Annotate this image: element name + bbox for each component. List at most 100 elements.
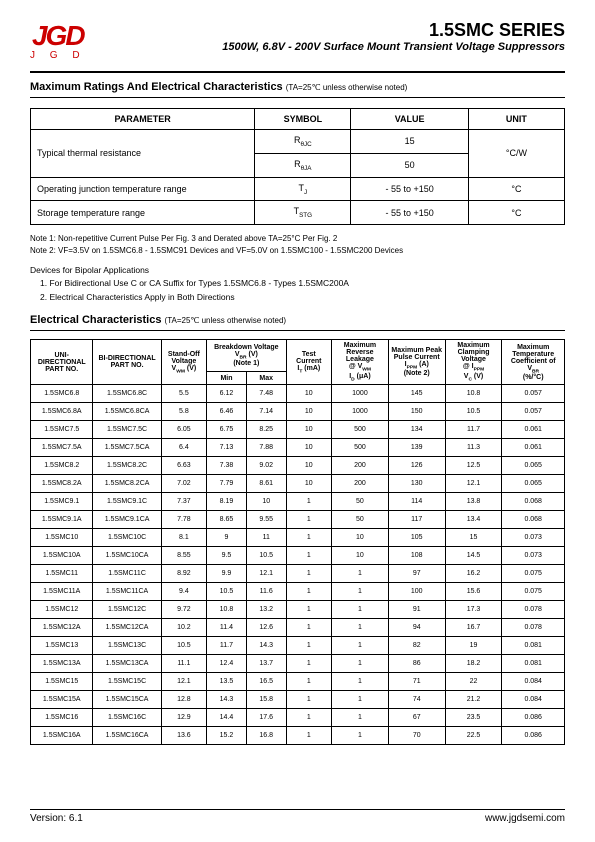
t2-cell: 10.8 bbox=[207, 601, 247, 619]
t2-cell: 7.79 bbox=[207, 475, 247, 493]
t2-cell: 12.6 bbox=[246, 619, 286, 637]
t2-cell: 1.5SMC6.8C bbox=[93, 385, 161, 403]
divider bbox=[30, 330, 565, 331]
t2-cell: 14.4 bbox=[207, 709, 247, 727]
t2-cell: 1.5SMC15A bbox=[31, 691, 93, 709]
table-row: 1.5SMC6.81.5SMC6.8C5.56.127.481010001451… bbox=[31, 385, 565, 403]
t2-cell: 13.4 bbox=[445, 511, 502, 529]
t2-cell: 21.2 bbox=[445, 691, 502, 709]
t2-cell: 1 bbox=[286, 493, 331, 511]
t2-cell: 10.5 bbox=[207, 583, 247, 601]
t2-cell: 0.057 bbox=[502, 385, 565, 403]
electrical-table: UNI-DIRECTIONAL PART NO. BI-DIRECTIONAL … bbox=[30, 339, 565, 745]
logo: JGD J G D bbox=[30, 20, 86, 61]
t2-cell: 1 bbox=[332, 637, 389, 655]
t2-cell: 0.086 bbox=[502, 727, 565, 745]
t1-h-unit: UNIT bbox=[468, 109, 564, 130]
divider bbox=[30, 97, 565, 98]
t2-cell: 13.7 bbox=[246, 655, 286, 673]
t2-cell: 22 bbox=[445, 673, 502, 691]
section1-title-text: Maximum Ratings And Electrical Character… bbox=[30, 81, 283, 93]
table-row: 1.5SMC12A1.5SMC12CA10.211.412.6119416.70… bbox=[31, 619, 565, 637]
t2-h-max: Max bbox=[246, 371, 286, 384]
t2-cell: 10 bbox=[286, 403, 331, 421]
t2-cell: 10 bbox=[286, 457, 331, 475]
t2-cell: 7.37 bbox=[161, 493, 206, 511]
t2-cell: 1 bbox=[332, 619, 389, 637]
table-row: 1.5SMC9.11.5SMC9.1C7.378.191015011413.80… bbox=[31, 493, 565, 511]
t2-cell: 1.5SMC12CA bbox=[93, 619, 161, 637]
t2-cell: 1 bbox=[286, 691, 331, 709]
section2-title-text: Electrical Characteristics bbox=[30, 314, 161, 326]
t2-cell: 10 bbox=[286, 439, 331, 457]
t2-cell: 1.5SMC6.8A bbox=[31, 403, 93, 421]
t2-cell: 6.63 bbox=[161, 457, 206, 475]
t2-cell: 1.5SMC10 bbox=[31, 529, 93, 547]
t2-cell: 134 bbox=[388, 421, 445, 439]
t2-cell: 1.5SMC9.1CA bbox=[93, 511, 161, 529]
logo-mark: JGD bbox=[32, 20, 84, 52]
t2-cell: 10.5 bbox=[246, 547, 286, 565]
t2-cell: 500 bbox=[332, 439, 389, 457]
t2-cell: 500 bbox=[332, 421, 389, 439]
t2-cell: 10.5 bbox=[161, 637, 206, 655]
ratings-table: PARAMETER SYMBOL VALUE UNIT Typical ther… bbox=[30, 108, 565, 225]
t2-cell: 71 bbox=[388, 673, 445, 691]
t2-cell: 1.5SMC8.2C bbox=[93, 457, 161, 475]
t2-cell: 1.5SMC8.2CA bbox=[93, 475, 161, 493]
t2-cell: 19 bbox=[445, 637, 502, 655]
t2-cell: 14.5 bbox=[445, 547, 502, 565]
t2-cell: 15.8 bbox=[246, 691, 286, 709]
t2-cell: 16.2 bbox=[445, 565, 502, 583]
t2-cell: 10.5 bbox=[445, 403, 502, 421]
t2-cell: 1.5SMC12A bbox=[31, 619, 93, 637]
table-row: 1.5SMC101.5SMC10C8.1911110105150.073 bbox=[31, 529, 565, 547]
t2-cell: 1.5SMC13 bbox=[31, 637, 93, 655]
t2-h: Stand-Off VoltageVWM (V) bbox=[161, 340, 206, 385]
t2-cell: 10 bbox=[246, 493, 286, 511]
t2-cell: 0.081 bbox=[502, 637, 565, 655]
t2-h: Maximum Clamping Voltage@ IPPMVC (V) bbox=[445, 340, 502, 385]
t2-cell: 15 bbox=[445, 529, 502, 547]
t2-cell: 1 bbox=[332, 691, 389, 709]
t2-cell: 8.1 bbox=[161, 529, 206, 547]
t2-cell: 50 bbox=[332, 493, 389, 511]
footer-url: www.jgdsemi.com bbox=[485, 813, 565, 824]
table-row: 1.5SMC131.5SMC13C10.511.714.31182190.081 bbox=[31, 637, 565, 655]
section2-title: Electrical Characteristics (TA=25℃ unles… bbox=[30, 314, 565, 326]
t2-cell: 13.2 bbox=[246, 601, 286, 619]
t2-cell: 7.14 bbox=[246, 403, 286, 421]
t2-cell: 22.5 bbox=[445, 727, 502, 745]
table-row: 1.5SMC6.8A1.5SMC6.8CA5.86.467.1410100015… bbox=[31, 403, 565, 421]
t2-cell: 114 bbox=[388, 493, 445, 511]
t2-cell: 9.02 bbox=[246, 457, 286, 475]
t2-cell: 126 bbox=[388, 457, 445, 475]
t2-cell: 1000 bbox=[332, 403, 389, 421]
t2-cell: 200 bbox=[332, 457, 389, 475]
t2-cell: 1.5SMC15CA bbox=[93, 691, 161, 709]
t2-cell: 6.46 bbox=[207, 403, 247, 421]
t2-cell: 0.068 bbox=[502, 511, 565, 529]
t2-cell: 11.4 bbox=[207, 619, 247, 637]
t2-cell: 1.5SMC10A bbox=[31, 547, 93, 565]
table-row: 1.5SMC13A1.5SMC13CA11.112.413.7118618.20… bbox=[31, 655, 565, 673]
t2-cell: 1 bbox=[286, 529, 331, 547]
t2-cell: 1 bbox=[286, 655, 331, 673]
t2-cell: 7.88 bbox=[246, 439, 286, 457]
t2-cell: 0.084 bbox=[502, 691, 565, 709]
t2-cell: 7.48 bbox=[246, 385, 286, 403]
t2-cell: 10 bbox=[286, 385, 331, 403]
t2-cell: 6.75 bbox=[207, 421, 247, 439]
t2-cell: 1.5SMC11A bbox=[31, 583, 93, 601]
t2-cell: 1 bbox=[332, 673, 389, 691]
t2-h: BI-DIRECTIONAL PART NO. bbox=[93, 340, 161, 385]
t2-cell: 16.5 bbox=[246, 673, 286, 691]
t2-cell: 10 bbox=[286, 475, 331, 493]
t2-cell: 1.5SMC7.5A bbox=[31, 439, 93, 457]
t2-cell: 6.05 bbox=[161, 421, 206, 439]
logo-text: J G D bbox=[30, 50, 86, 61]
t2-cell: 97 bbox=[388, 565, 445, 583]
t2-cell: 82 bbox=[388, 637, 445, 655]
t2-cell: 1.5SMC9.1A bbox=[31, 511, 93, 529]
t2-cell: 86 bbox=[388, 655, 445, 673]
